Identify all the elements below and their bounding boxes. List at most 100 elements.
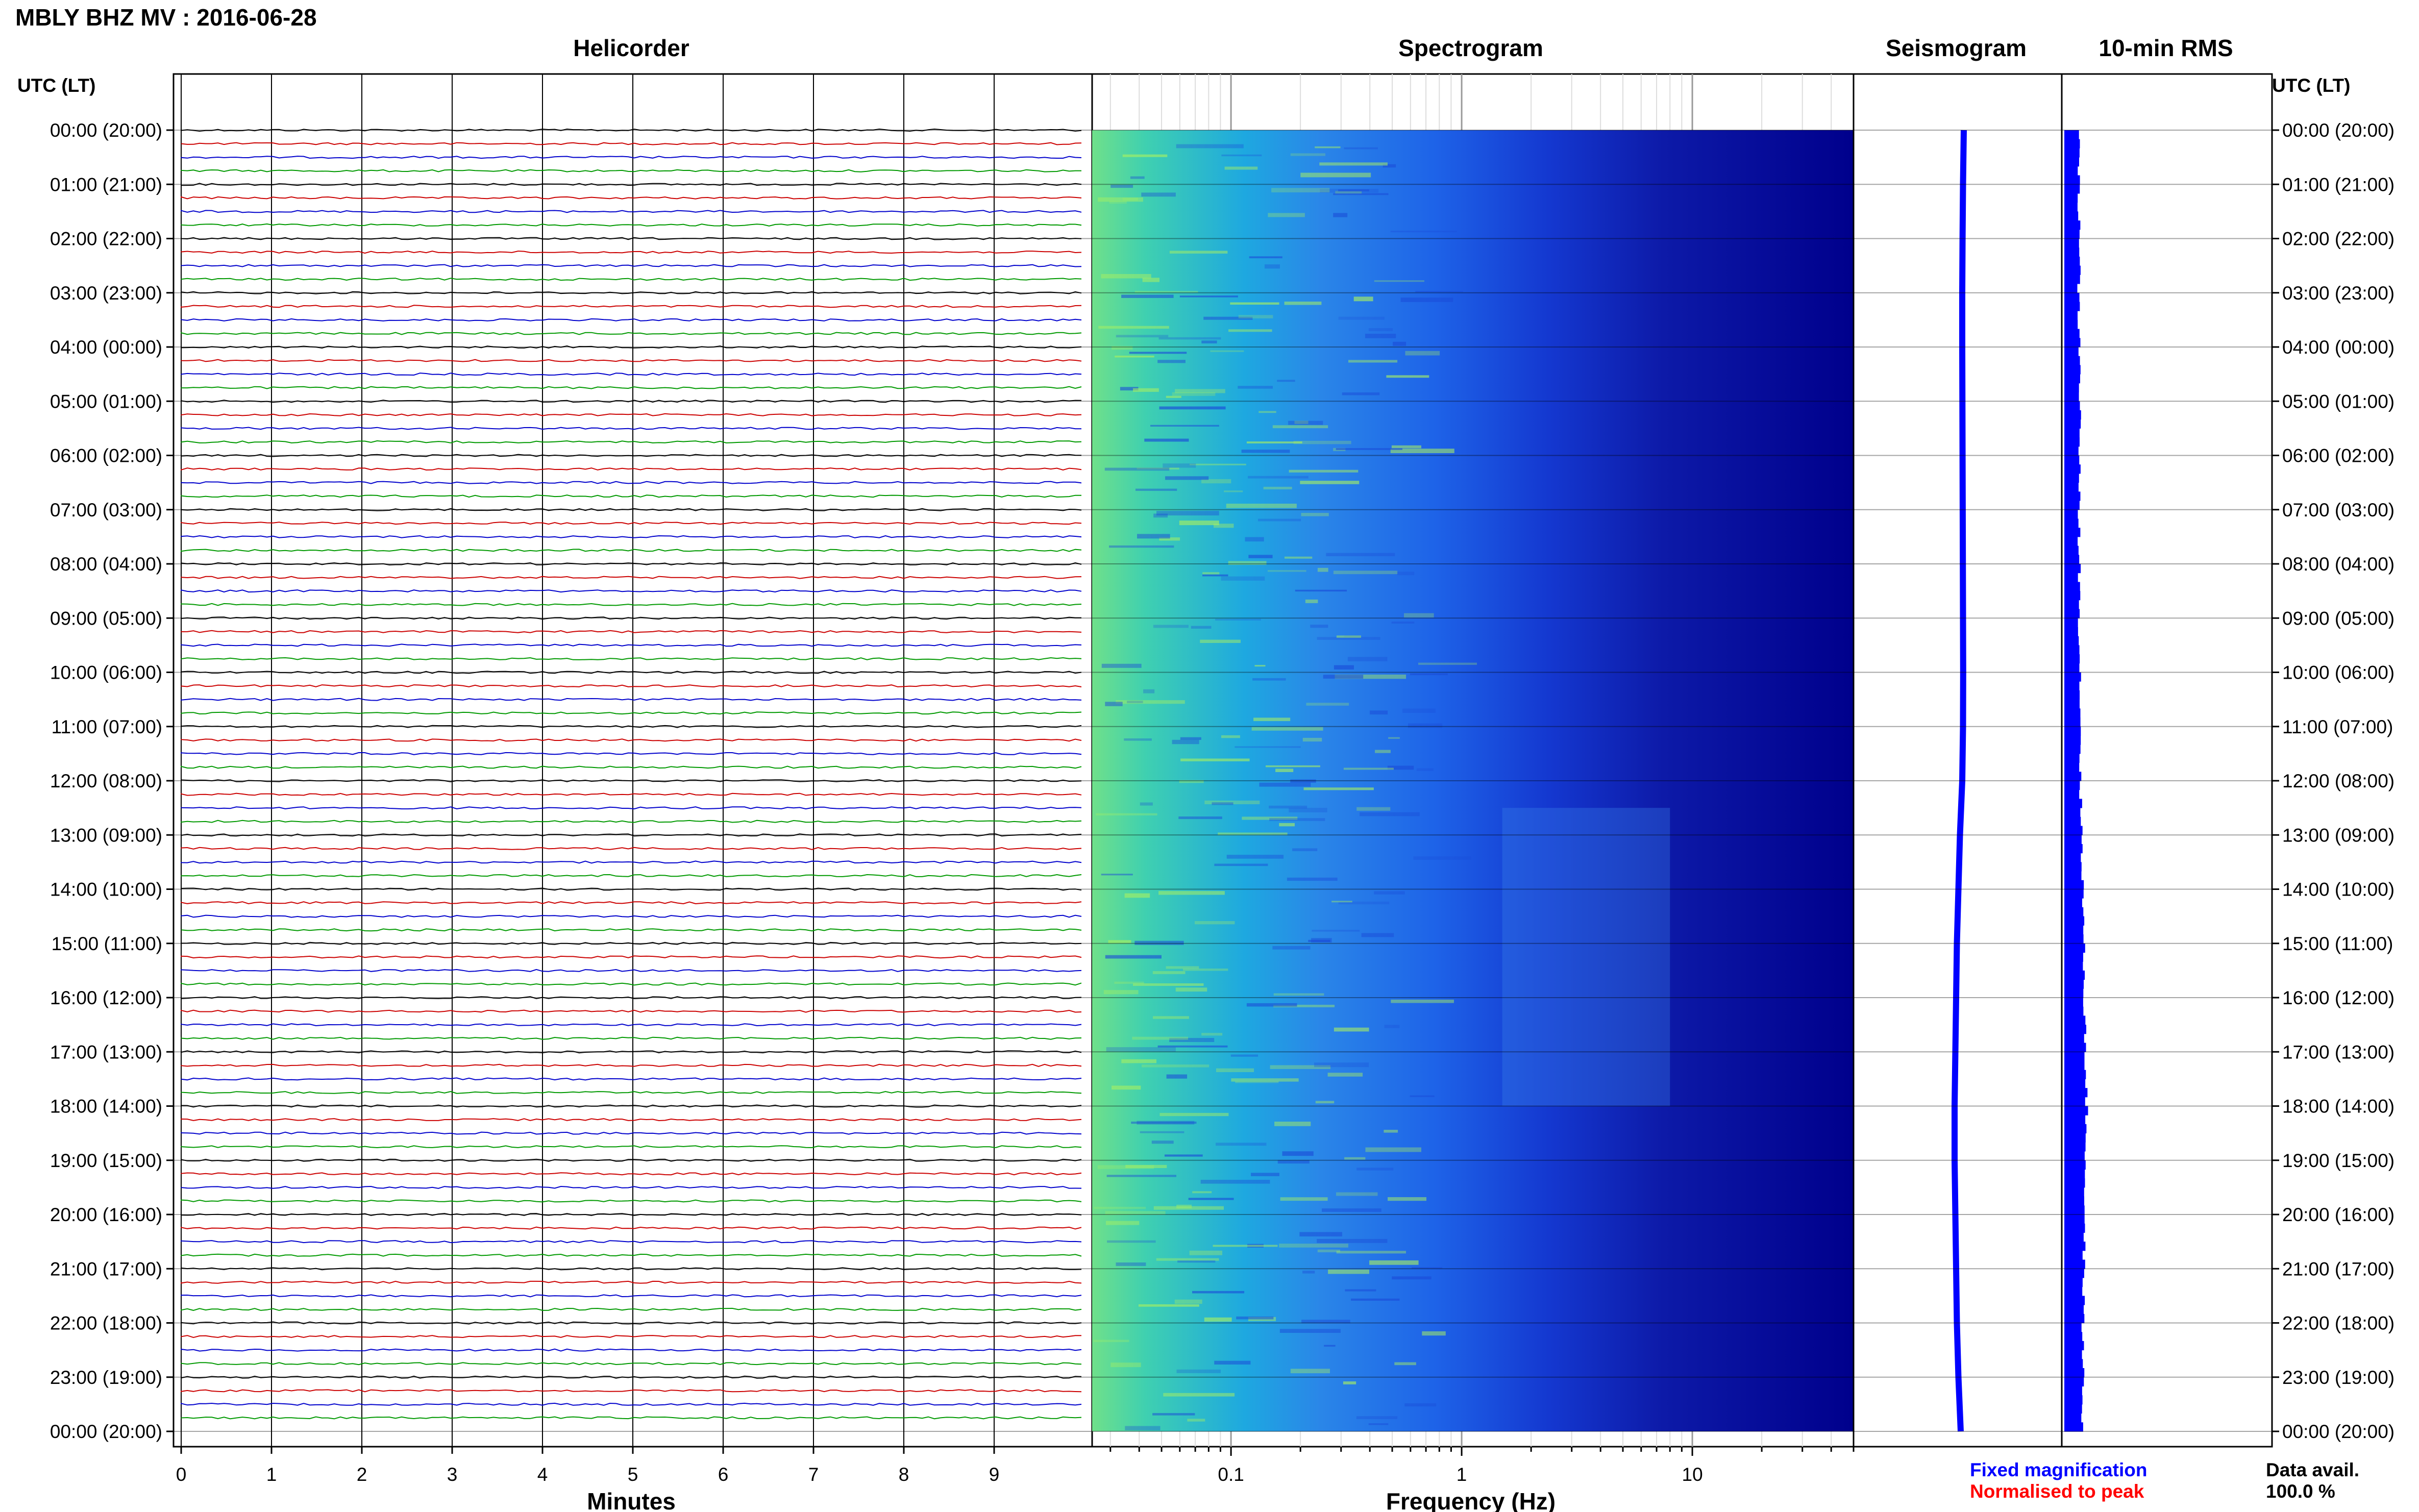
rms-bar [2064, 681, 2080, 691]
spectrogram-texture [1422, 1331, 1446, 1336]
helicorder-trace [181, 481, 1082, 484]
rms-bar [2064, 916, 2085, 926]
helicorder-tick-label: 8 [899, 1464, 909, 1485]
spectrogram-texture [1344, 147, 1378, 150]
spectrogram-texture [1120, 387, 1139, 391]
rms-bar [2064, 184, 2080, 194]
spectrogram-texture [1374, 891, 1405, 895]
rms-bar [2064, 1341, 2084, 1351]
spectrogram-texture [1336, 448, 1402, 450]
helicorder-trace [181, 427, 1081, 430]
rms-bar [2064, 717, 2081, 727]
spectrogram-texture [1336, 1251, 1406, 1254]
rms-bar [2064, 1359, 2083, 1369]
spectrogram-texture [1333, 193, 1389, 195]
spectrogram-texture [1293, 440, 1351, 444]
rms-bar [2064, 247, 2080, 257]
right-time-label: 06:00 (02:00) [2282, 445, 2395, 466]
rms-bar [2064, 654, 2080, 664]
spectrogram-texture [1386, 375, 1429, 378]
helicorder-trace [181, 210, 1082, 213]
spectrogram-texture [1317, 567, 1328, 572]
spectrogram-texture [1235, 1081, 1279, 1083]
helicorder-tick-label: 3 [447, 1464, 458, 1485]
spectrogram-texture [1347, 657, 1388, 661]
rms-bar [2064, 1413, 2082, 1423]
rms-bar [2064, 509, 2078, 519]
spectrogram-texture [1335, 191, 1362, 194]
rms-bar [2064, 446, 2079, 456]
right-time-label: 14:00 (10:00) [2282, 879, 2395, 900]
spectrogram-texture [1137, 1121, 1195, 1125]
spectrogram-texture [1280, 1197, 1328, 1201]
spectrogram-texture [1116, 700, 1185, 704]
spectrogram-texture [1121, 1059, 1156, 1063]
helicorder-trace [181, 494, 1081, 498]
rms-bar [2064, 202, 2078, 212]
spectrogram-texture [1221, 735, 1240, 738]
spectrogram-texture [1221, 154, 1262, 157]
spectrogram-texture [1152, 971, 1186, 974]
spectrogram-texture [1163, 1393, 1235, 1397]
helicorder-trace [181, 169, 1081, 172]
spectrogram-texture [1201, 479, 1231, 484]
rms-bar [2064, 211, 2079, 221]
rms-frame [2061, 73, 2273, 1448]
spectrogram-texture [1384, 1025, 1400, 1028]
spectrogram-texture [1103, 990, 1139, 995]
right-time-label: 10:00 (06:00) [2282, 662, 2395, 683]
left-time-label: 10:00 (06:00) [50, 662, 162, 683]
helicorder-trace [181, 1362, 1082, 1366]
spectrogram-texture [1335, 674, 1406, 679]
spectrogram-texture [1368, 1423, 1389, 1425]
helicorder-trace [181, 901, 1082, 905]
rms-bar [2064, 835, 2082, 845]
helicorder-xlabel: Minutes [587, 1488, 676, 1512]
rms-bar [2064, 1006, 2084, 1016]
spectrogram-texture [1246, 441, 1302, 443]
left-time-label: 07:00 (03:00) [50, 500, 162, 520]
rms-bar [2064, 961, 2083, 971]
rms-bar [2064, 1106, 2088, 1116]
right-time-label: 05:00 (01:00) [2282, 391, 2395, 412]
spectrogram-texture [1331, 901, 1352, 903]
spectrogram-texture [1402, 708, 1436, 713]
rms-bar [2064, 1205, 2085, 1215]
spectrogram-texture [1158, 891, 1225, 895]
helicorder-trace [181, 1036, 1082, 1040]
spectrogram-texture [1356, 807, 1391, 811]
rms-bar [2064, 762, 2080, 772]
spectrogram-texture [1282, 1151, 1314, 1156]
spectrogram-texture [1413, 856, 1471, 860]
spectrogram-texture [1156, 1258, 1219, 1261]
spectrogram-texture [1101, 663, 1142, 668]
rms-bar [2064, 1332, 2083, 1342]
helicorder-trace [181, 941, 1082, 945]
rms-bar [2064, 275, 2080, 284]
rms-bar [2064, 573, 2078, 582]
rms-bar [2064, 302, 2080, 311]
spectrogram-texture [1308, 939, 1330, 942]
spectrogram-texture [1404, 613, 1434, 618]
seismogram-panel [1853, 73, 2063, 1448]
rms-bar [2064, 907, 2084, 917]
spectrogram-texture [1178, 816, 1222, 820]
spectrogram-texture [1301, 513, 1329, 516]
spectrogram-texture [1393, 341, 1406, 346]
left-time-label: 00:00 (20:00) [50, 120, 162, 141]
left-time-label: 05:00 (01:00) [50, 391, 162, 412]
spectrogram-texture [1202, 572, 1220, 575]
helicorder-trace [181, 535, 1082, 538]
rms-bar [2064, 708, 2081, 718]
rms-bar [2064, 1395, 2083, 1405]
spectrogram-texture [1175, 389, 1225, 393]
spectrogram-texture [1153, 513, 1168, 518]
rms-title: 10-min RMS [2099, 35, 2233, 61]
rms-bar [2064, 934, 2084, 944]
spectrogram-texture [1215, 618, 1261, 621]
spectrogram-texture [1200, 1180, 1270, 1184]
spectrogram-texture [1356, 1168, 1394, 1171]
spectrogram-texture [1404, 1403, 1437, 1407]
spectrogram-texture [1405, 351, 1440, 356]
spectrogram-texture [1179, 780, 1204, 783]
